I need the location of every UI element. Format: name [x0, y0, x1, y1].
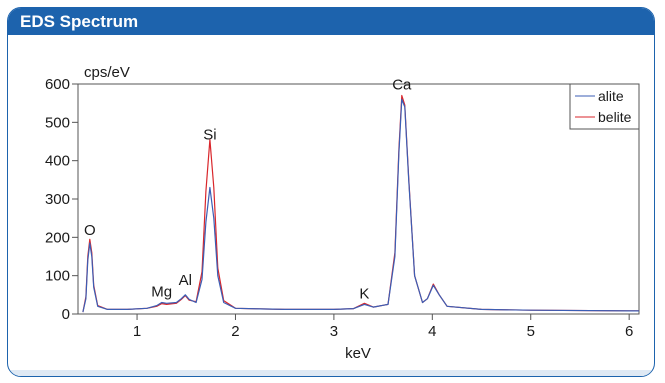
series-line-belite — [82, 94, 639, 313]
peak-label-o: O — [84, 222, 96, 239]
peak-label-k: K — [359, 285, 369, 302]
y-axis-label: cps/eV — [84, 64, 130, 81]
peak-label-si: Si — [203, 126, 216, 143]
x-tick-label: 4 — [428, 323, 436, 340]
y-tick-label: 300 — [45, 191, 70, 208]
x-tick-label: 2 — [231, 323, 239, 340]
peak-label-mg: Mg — [151, 284, 172, 301]
x-tick-label: 3 — [330, 323, 338, 340]
legend-box — [569, 83, 640, 130]
y-tick-label: 400 — [45, 153, 70, 170]
axis-ticks: 1 2 3 4 5 6 0 100 200 300 400 500 600 — [45, 76, 633, 340]
spectrum-panel: EDS Spectrum — [7, 7, 655, 377]
peak-label-ca: Ca — [392, 77, 412, 94]
series-line-alite — [82, 98, 639, 313]
legend: alite belite — [569, 83, 640, 130]
y-tick-label: 100 — [45, 268, 70, 285]
x-axis-label: keV — [345, 345, 371, 362]
legend-label-belite: belite — [598, 109, 632, 125]
x-tick-label: 5 — [527, 323, 535, 340]
legend-label-alite: alite — [598, 88, 624, 104]
y-tick-label: 200 — [45, 229, 70, 246]
x-tick-label: 1 — [133, 323, 141, 340]
panel-title: EDS Spectrum — [8, 8, 654, 35]
y-tick-label: 600 — [45, 76, 70, 93]
y-tick-label: 0 — [62, 306, 70, 323]
plot-area — [77, 83, 640, 315]
peak-label-al: Al — [179, 272, 192, 289]
x-tick-label: 6 — [625, 323, 633, 340]
y-tick-label: 500 — [45, 114, 70, 131]
series-lines — [82, 94, 639, 313]
peak-labels: O Mg Al Si K Ca — [84, 77, 412, 303]
panel-footer-strip — [8, 370, 654, 376]
